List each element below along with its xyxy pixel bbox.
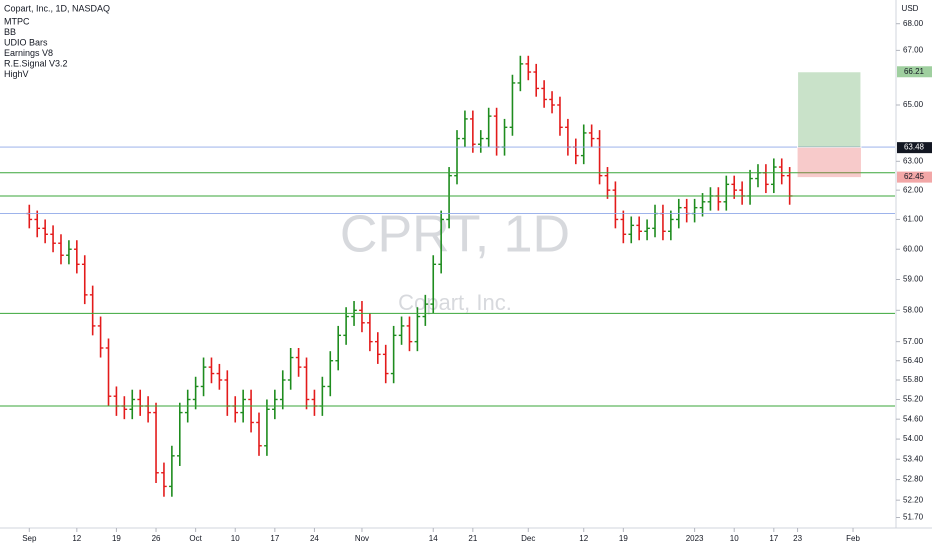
y-tick-label: 54.60	[903, 414, 924, 423]
y-tick-label: 67.00	[903, 45, 924, 54]
x-tick-label: 17	[270, 534, 279, 543]
y-tick-label: 61.00	[903, 215, 924, 224]
x-tick-label: 2023	[686, 534, 704, 543]
y-tick-label: 59.00	[903, 275, 924, 284]
x-tick-label: 14	[429, 534, 438, 543]
x-tick-label: 10	[730, 534, 739, 543]
indicator-label: HighV	[4, 69, 29, 79]
y-tick-label: 60.00	[903, 244, 924, 253]
x-tick-label: 24	[310, 534, 319, 543]
x-tick-label: 21	[468, 534, 477, 543]
x-tick-label: 19	[112, 534, 121, 543]
x-tick-label: 12	[579, 534, 588, 543]
y-tick-label: 57.00	[903, 337, 924, 346]
y-tick-label: 68.00	[903, 19, 924, 28]
x-tick-label: Sep	[22, 534, 37, 543]
indicator-label: MTPC	[4, 16, 30, 26]
watermark: CPRT, 1D	[340, 206, 570, 264]
y-tick-label: 65.00	[903, 100, 924, 109]
y-tick-label: 55.20	[903, 395, 924, 404]
price-label-bg	[897, 66, 932, 78]
x-tick-label: 26	[152, 534, 161, 543]
price-label: 63.48	[904, 143, 925, 152]
indicator-label: Earnings V8	[4, 48, 53, 58]
y-tick-label: 55.80	[903, 375, 924, 384]
indicator-label: R.E.Signal V3.2	[4, 58, 68, 68]
price-label: 62.45	[904, 172, 925, 181]
y-tick-label: 56.40	[903, 356, 924, 365]
y-tick-label: 51.70	[903, 513, 924, 522]
position-stop-zone	[797, 147, 861, 178]
x-tick-label: 19	[619, 534, 628, 543]
price-label-bg	[897, 171, 932, 183]
y-tick-label: 63.00	[903, 156, 924, 165]
x-tick-label: 23	[793, 534, 802, 543]
currency: USD	[902, 4, 919, 13]
x-tick-label: 10	[231, 534, 240, 543]
price-label: 66.21	[904, 67, 925, 76]
y-tick-label: 54.00	[903, 434, 924, 443]
x-tick-label: 17	[769, 534, 778, 543]
y-tick-label: 52.80	[903, 475, 924, 484]
y-tick-label: 58.00	[903, 305, 924, 314]
x-tick-label: Oct	[189, 534, 202, 543]
y-tick-label: 52.20	[903, 495, 924, 504]
x-tick-label: Nov	[355, 534, 369, 543]
indicator-label: BB	[4, 27, 16, 37]
y-tick-label: 53.40	[903, 454, 924, 463]
indicator-label: UDIO Bars	[4, 37, 48, 47]
x-tick-label: Feb	[846, 534, 860, 543]
chart-title: Copart, Inc., 1D, NASDAQ	[4, 3, 110, 13]
x-tick-label: 12	[72, 534, 81, 543]
price-label-bg	[897, 142, 932, 154]
y-tick-label: 62.00	[903, 185, 924, 194]
watermark-subtitle: Copart, Inc.	[398, 290, 512, 315]
x-tick-label: Dec	[521, 534, 535, 543]
position-target-zone	[797, 71, 862, 149]
